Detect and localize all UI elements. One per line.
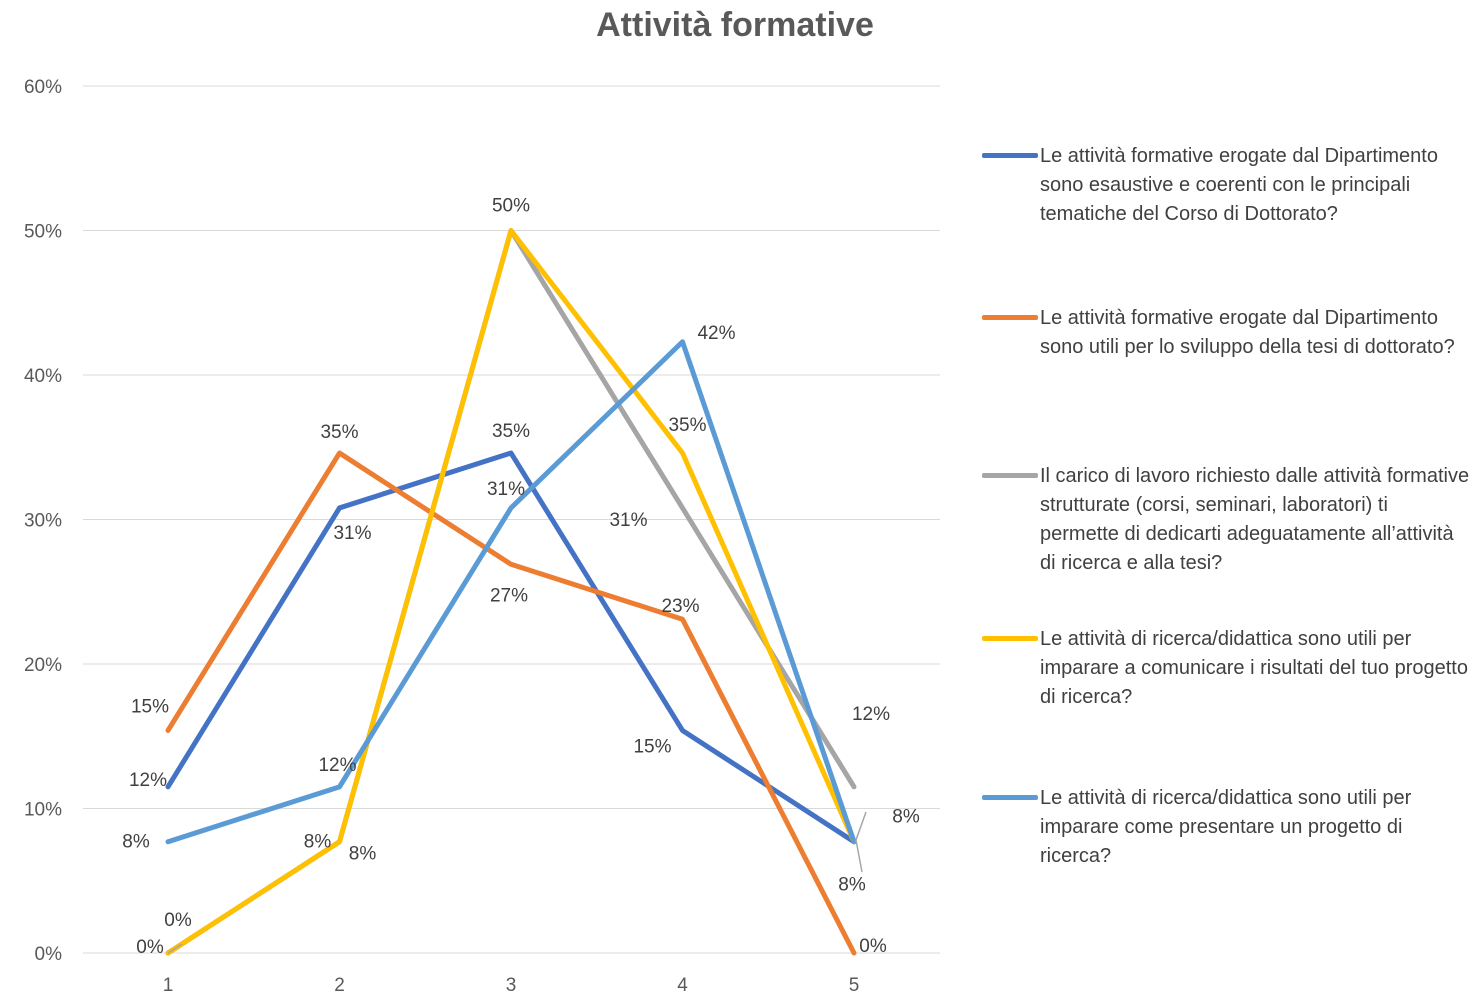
- y-tick-label: 60%: [24, 77, 62, 98]
- data-label-s4-p3: 50%: [492, 196, 530, 217]
- legend-label: Le attività formative erogate dal Dipart…: [1040, 145, 1438, 225]
- x-axis-ticks: 1 2 3 4 5: [163, 975, 860, 994]
- leader-line-2-0: [167, 943, 183, 954]
- x-tick-label: 2: [334, 975, 345, 994]
- y-tick-label: 20%: [24, 655, 62, 676]
- legend-label: Le attività di ricerca/didattica sono ut…: [1040, 787, 1412, 867]
- y-tick-label: 40%: [24, 366, 62, 387]
- legend-label: Il carico di lavoro richiesto dalle atti…: [1040, 465, 1470, 574]
- legend-swatch: [982, 636, 1038, 641]
- legend-swatch: [982, 153, 1038, 158]
- data-label-s4-p4: 35%: [668, 415, 706, 436]
- x-tick-label: 4: [677, 975, 688, 994]
- legend-label: Le attività formative erogate dal Dipart…: [1040, 307, 1455, 358]
- data-label-s2-p1: 15%: [131, 696, 169, 717]
- line-chart-plot: 0% 10% 20% 30% 40% 50% 60% 1 2 3 4 5 12% 31% 35% 15% 1…: [24, 77, 940, 994]
- data-label-s1-p1: 12%: [129, 770, 167, 791]
- data-label-s3-p1: 0%: [136, 937, 164, 958]
- legend-swatch: [982, 473, 1038, 478]
- data-label-s5-p3: 31%: [487, 479, 525, 500]
- y-tick-label: 50%: [24, 222, 62, 243]
- leader-line-4-4: [855, 811, 867, 841]
- data-label-s5-p1: 8%: [122, 832, 150, 853]
- series-lines: [165, 228, 857, 956]
- x-tick-label: 1: [163, 975, 174, 994]
- data-label-s2-p2: 35%: [320, 422, 358, 443]
- chart-legend: Le attività formative erogate dal Dipart…: [980, 0, 1470, 994]
- data-label-s3-p2: 8%: [304, 832, 332, 853]
- y-tick-label: 30%: [24, 511, 62, 532]
- chart-title: Attività formative: [596, 6, 874, 44]
- data-label-s1-p2: 31%: [333, 523, 371, 544]
- data-label-s3-p4: 31%: [609, 510, 647, 531]
- data-label-s4-p1: 0%: [164, 910, 192, 931]
- data-label-s5-p5: 8%: [892, 807, 920, 828]
- data-label-s2-p3: 27%: [490, 585, 528, 606]
- legend-label: Le attività di ricerca/didattica sono ut…: [1040, 628, 1468, 708]
- legend-swatch: [982, 315, 1038, 320]
- series-line-2: [165, 450, 857, 956]
- leader-line-3-4: [855, 839, 863, 873]
- data-label-s2-p4: 23%: [661, 596, 699, 617]
- y-tick-label: 10%: [24, 800, 62, 821]
- series-line-1: [165, 450, 857, 845]
- data-label-s3-p5: 12%: [852, 704, 890, 725]
- data-label-s5-p2: 12%: [318, 755, 356, 776]
- data-label-s4-p5: 8%: [838, 875, 866, 896]
- data-label-s5-p4: 42%: [697, 323, 735, 344]
- y-axis-ticks: 0% 10% 20% 30% 40% 50% 60%: [24, 77, 62, 965]
- data-label-s4-p2: 8%: [349, 844, 377, 865]
- y-tick-label: 0%: [35, 944, 63, 965]
- data-label-s2-p5: 0%: [859, 936, 887, 957]
- data-labels: 12%31%35%15%15%35%27%23%0%0%8%31%12%0%8%…: [122, 196, 920, 959]
- data-label-s1-p4: 15%: [633, 736, 671, 757]
- series-line-5: [165, 339, 857, 845]
- label-leader-lines: [167, 811, 867, 954]
- series-line-4: [165, 228, 857, 956]
- data-label-s1-p3: 35%: [492, 421, 530, 442]
- x-tick-label: 5: [849, 975, 860, 994]
- x-tick-label: 3: [506, 975, 517, 994]
- legend-swatch: [982, 795, 1038, 800]
